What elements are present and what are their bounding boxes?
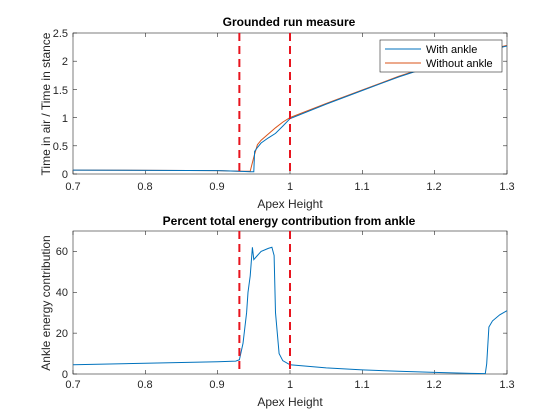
- x-tick-labels: 0.7 0.8 0.9 1 1.1 1.2 1.3: [65, 181, 514, 193]
- plot-grounded-run-measure: Grounded run measure 0.7 0.8 0.9 1 1.1 1…: [39, 15, 515, 211]
- x-tick-labels: 0.7 0.8 0.9 1 1.1 1.2 1.3: [65, 379, 514, 391]
- plot-marks: [72, 231, 508, 375]
- y-tick-label: 2.5: [53, 28, 68, 40]
- legend: With ankle Without ankle: [379, 39, 503, 73]
- legend-label-without-ankle: Without ankle: [426, 58, 493, 70]
- y-tick-label: 1.5: [53, 85, 68, 97]
- chart-title: Grounded run measure: [223, 15, 356, 29]
- x-tick-label: 1.1: [354, 379, 369, 391]
- x-tick-label: 0.9: [209, 181, 224, 193]
- y-tick-label: 60: [56, 246, 68, 258]
- legend-box: [379, 39, 503, 73]
- chart-title: Percent total energy contribution from a…: [163, 214, 416, 228]
- x-tick-label: 1.1: [354, 181, 369, 193]
- plot-marks: [72, 32, 508, 175]
- y-tick-labels: 0 20 40 60: [56, 246, 68, 381]
- x-tick-label: 1.2: [426, 181, 441, 193]
- x-tick-label: 0.7: [65, 181, 80, 193]
- x-tick-label: 1.3: [499, 379, 514, 391]
- legend-label-with-ankle: With ankle: [426, 44, 477, 56]
- y-tick-label: 0: [62, 169, 68, 181]
- y-tick-label: 0: [62, 369, 68, 381]
- y-tick-label: 1: [62, 113, 68, 125]
- series-line-with-ankle: [73, 246, 507, 374]
- x-axis-label: Apex Height: [257, 197, 323, 211]
- y-tick-label: 20: [56, 328, 68, 340]
- x-tick-label: 1.2: [426, 379, 441, 391]
- plot-ankle-energy: Percent total energy contribution from a…: [39, 214, 515, 409]
- y-tick-label: 40: [56, 287, 68, 299]
- x-axis-label: Apex Height: [257, 395, 323, 409]
- x-tick-label: 0.8: [137, 379, 152, 391]
- y-tick-labels: 0 0.5 1 1.5 2 2.5: [53, 28, 68, 181]
- x-tick-label: 0.7: [65, 379, 80, 391]
- x-tick-label: 1.3: [499, 181, 514, 193]
- x-tick-label: 0.9: [209, 379, 224, 391]
- x-tick-label: 1: [287, 379, 293, 391]
- series-line-with-ankle: [73, 45, 507, 173]
- y-tick-label: 0.5: [53, 141, 68, 153]
- y-tick-label: 2: [62, 56, 68, 68]
- x-tick-label: 1: [287, 181, 293, 193]
- x-tick-label: 0.8: [137, 181, 152, 193]
- y-axis-label: Ankle energy contribution: [39, 235, 53, 370]
- y-axis-label: Time in air / Time in stance: [39, 32, 53, 175]
